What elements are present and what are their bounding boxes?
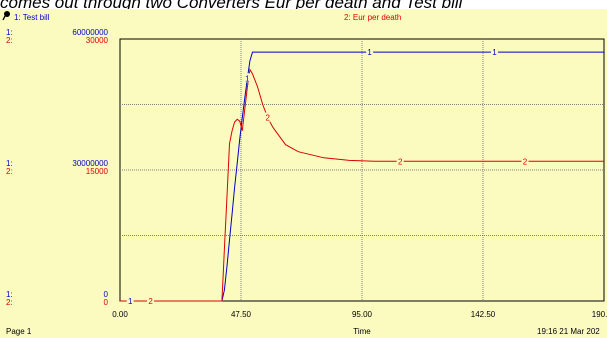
series-marker-bg xyxy=(243,73,251,83)
y-axis-series-2-prefix: 2: xyxy=(6,167,13,176)
series-marker-bg xyxy=(521,156,529,166)
page-number: Page 1 xyxy=(6,327,32,336)
series-marker-bg xyxy=(126,296,134,305)
series-marker-bg xyxy=(490,47,498,57)
y-tick-label-series-2: 30000 xyxy=(86,36,109,45)
series-marker-bg xyxy=(366,47,374,57)
y-axis-series-1-prefix: 1: xyxy=(6,28,13,37)
legend-series-2: 2: Eur per death xyxy=(344,13,401,22)
series-marker-2: 2 xyxy=(266,114,271,123)
pin-icon[interactable] xyxy=(2,11,10,21)
series-marker-bg xyxy=(396,156,404,166)
y-tick-label-series-1: 30000000 xyxy=(72,159,108,168)
y-tick-label-series-2: 15000 xyxy=(86,167,109,176)
y-axis-series-2-prefix: 2: xyxy=(6,298,13,307)
x-tick-label: 47.50 xyxy=(231,310,252,319)
series-marker-1: 1 xyxy=(492,48,497,57)
series-line-1 xyxy=(120,51,604,302)
y-axis-series-1-prefix: 1: xyxy=(6,290,13,299)
series-marker-2: 2 xyxy=(398,157,403,166)
series-marker-2: 2 xyxy=(523,157,528,166)
x-tick-label: 142.50 xyxy=(471,310,496,319)
x-tick-label: 190.00 xyxy=(592,310,607,319)
grid-lines xyxy=(120,39,604,301)
line-chart: 1: Test bill 2: Eur per death 1:2:001:2:… xyxy=(2,11,607,336)
series-marker-1: 1 xyxy=(128,297,133,306)
x-tick-label: 0.00 xyxy=(112,310,128,319)
legend-series-1: 1: Test bill xyxy=(14,13,50,22)
page-caption: comes out through two Converters Eur per… xyxy=(0,0,463,12)
y-tick-label-series-1: 0 xyxy=(104,290,109,299)
series-marker-1: 1 xyxy=(245,74,250,83)
series-marker-2: 2 xyxy=(148,297,153,306)
y-axis-series-2-prefix: 2: xyxy=(6,36,13,45)
y-tick-label-series-1: 60000000 xyxy=(72,28,108,37)
x-axis-labels: 0.00 47.50 95.00 142.50 190.00 xyxy=(112,310,607,319)
x-tick-label: 95.00 xyxy=(352,310,373,319)
y-tick-label-series-2: 0 xyxy=(104,298,109,307)
series-marker-bg xyxy=(147,296,155,305)
x-axis-title: Time xyxy=(353,327,371,336)
series-markers: 1 1 1 1 2 2 2 2 xyxy=(126,47,529,306)
y-axis-series-1-prefix: 1: xyxy=(6,159,13,168)
series-marker-1: 1 xyxy=(367,48,372,57)
timestamp: 19:16 21 Mar 202 xyxy=(537,327,600,336)
chart-panel: 1: Test bill 2: Eur per death 1: 2: 0 0 1: 2:… xyxy=(0,9,607,338)
series-marker-bg xyxy=(264,112,272,122)
